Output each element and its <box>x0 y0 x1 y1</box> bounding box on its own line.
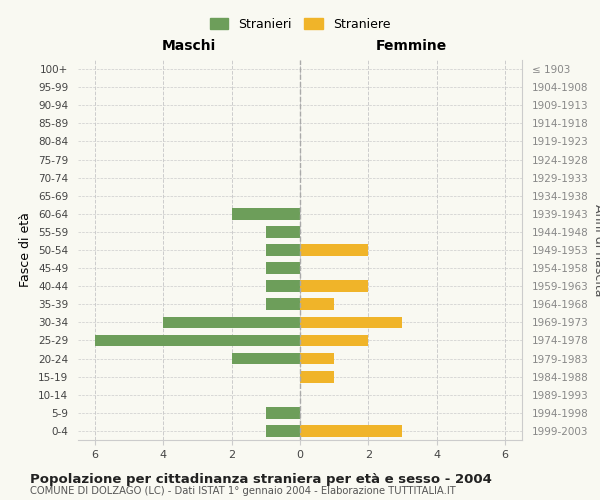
Bar <box>300 280 368 292</box>
Bar <box>266 425 300 437</box>
Text: Maschi: Maschi <box>162 39 216 53</box>
Bar <box>300 371 334 382</box>
Bar <box>300 352 334 364</box>
Bar <box>266 280 300 292</box>
Bar <box>300 316 403 328</box>
Bar <box>163 316 300 328</box>
Y-axis label: Fasce di età: Fasce di età <box>19 212 32 288</box>
Text: COMUNE DI DOLZAGO (LC) - Dati ISTAT 1° gennaio 2004 - Elaborazione TUTTITALIA.IT: COMUNE DI DOLZAGO (LC) - Dati ISTAT 1° g… <box>30 486 456 496</box>
Bar <box>232 352 300 364</box>
Legend: Stranieri, Straniere: Stranieri, Straniere <box>205 13 395 36</box>
Bar <box>266 298 300 310</box>
Bar <box>300 244 368 256</box>
Bar <box>266 244 300 256</box>
Bar <box>266 407 300 418</box>
Text: Popolazione per cittadinanza straniera per età e sesso - 2004: Popolazione per cittadinanza straniera p… <box>30 472 492 486</box>
Bar <box>266 226 300 238</box>
Bar <box>266 262 300 274</box>
Bar <box>300 425 403 437</box>
Bar <box>232 208 300 220</box>
Bar <box>95 334 300 346</box>
Y-axis label: Anni di nascita: Anni di nascita <box>592 204 600 296</box>
Bar <box>300 298 334 310</box>
Text: Femmine: Femmine <box>376 39 446 53</box>
Bar <box>300 334 368 346</box>
